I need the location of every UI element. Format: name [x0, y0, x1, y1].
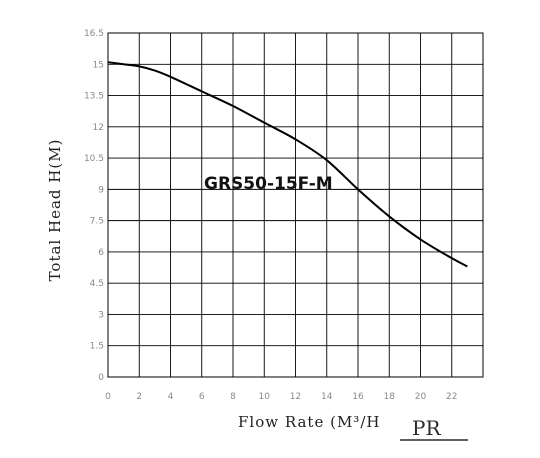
y-tick-labels: 0 1.5 3 4.5 6 7.5 9 10.5 12 13.5 15 16.5 [84, 29, 104, 383]
grid [107, 32, 484, 378]
y-tick-label: 9 [98, 185, 104, 195]
x-tick-label: 2 [136, 392, 142, 402]
x-tick-label: 12 [290, 392, 301, 402]
x-tick-label: 20 [415, 392, 427, 402]
y-tick-label: 1.5 [90, 342, 104, 352]
y-tick-label: 4.5 [90, 279, 104, 289]
y-tick-label: 3 [98, 310, 104, 320]
x-tick-label: 8 [230, 392, 236, 402]
x-tick-label: 16 [352, 392, 364, 402]
y-tick-label: 15 [93, 60, 104, 70]
series-layer [107, 61, 468, 268]
x-tick-label: 22 [446, 392, 457, 402]
y-tick-label: 13.5 [84, 92, 104, 102]
logo-text: PR [412, 416, 441, 440]
y-tick-label: 6 [98, 248, 104, 258]
x-tick-label: 14 [321, 392, 333, 402]
x-axis-title: Flow Rate (M³/H [238, 413, 380, 431]
x-tick-labels: 0 2 4 6 8 10 12 14 16 18 20 22 [105, 392, 457, 402]
y-tick-label: 12 [93, 123, 104, 133]
y-tick-label: 0 [98, 373, 104, 383]
x-tick-label: 18 [384, 392, 396, 402]
x-tick-label: 0 [105, 392, 111, 402]
y-axis-title: Total Head H(M) [46, 139, 64, 282]
y-tick-label: 16.5 [84, 29, 104, 39]
x-tick-label: 4 [168, 392, 174, 402]
x-tick-label: 6 [199, 392, 205, 402]
y-tick-label: 10.5 [84, 154, 104, 164]
brand-logo: PR [400, 416, 468, 441]
y-tick-label: 7.5 [90, 217, 104, 227]
series-line [107, 61, 468, 268]
series-label: GRS50-15F-M [204, 174, 333, 194]
x-tick-label: 10 [259, 392, 271, 402]
